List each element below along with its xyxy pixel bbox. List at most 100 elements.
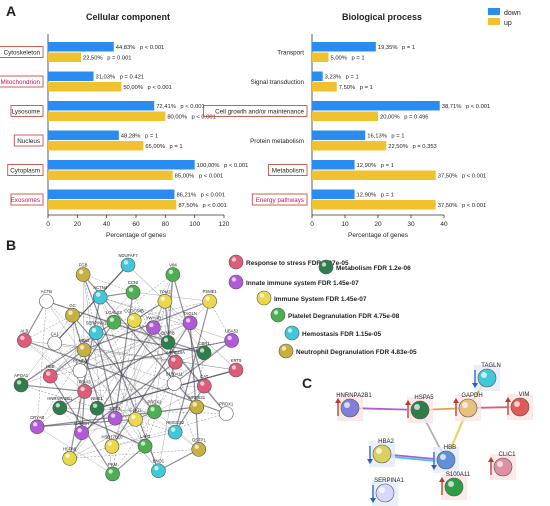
network-b-node-highlight bbox=[222, 408, 227, 414]
network-b-node-highlight bbox=[194, 444, 199, 450]
network-c-gene-label: S100A11 bbox=[446, 472, 471, 478]
network-c-node bbox=[436, 450, 456, 470]
network-b-gene-label: MRPS31 bbox=[188, 395, 205, 400]
p-value-down-1-1: p = 1 bbox=[346, 75, 359, 81]
network-c-gene-label: GAPDH bbox=[461, 393, 482, 399]
x-tick-label-0-0: 0 bbox=[46, 221, 50, 228]
network-b-node-highlight bbox=[131, 414, 136, 420]
x-tick-label-1-4: 40 bbox=[440, 221, 448, 228]
network-b-edge bbox=[69, 446, 113, 459]
network-b-node bbox=[146, 320, 161, 335]
network-b-edge bbox=[49, 375, 114, 475]
term-swatch-highlight-3 bbox=[259, 293, 265, 298]
category-label-0-2: Lysosome bbox=[12, 109, 41, 116]
network-b-node-highlight bbox=[46, 371, 51, 376]
network-b-edge bbox=[24, 340, 85, 392]
network-b-node-highlight bbox=[96, 292, 101, 297]
network-b-gene-label: PRDX1 bbox=[219, 402, 234, 407]
up-arrow-head bbox=[505, 397, 511, 402]
network-b-node-highlight bbox=[55, 403, 61, 408]
bar-value-down-0-5: 86,21% bbox=[176, 193, 196, 199]
network-b-node-highlight bbox=[129, 315, 135, 321]
network-c-node bbox=[410, 400, 430, 420]
network-b-node bbox=[128, 412, 143, 427]
network-b-node bbox=[125, 284, 141, 300]
bar-value-down-0-3: 48,28% bbox=[121, 134, 141, 140]
network-b-node bbox=[147, 404, 162, 419]
bar-up-0-1 bbox=[48, 82, 122, 92]
network-b-node-highlight bbox=[185, 318, 191, 323]
bar-value-up-0-3: 65,00% bbox=[145, 144, 165, 150]
network-b-edge bbox=[127, 264, 237, 371]
category-label-1-4: Metabolism bbox=[272, 168, 304, 175]
network-b-edge bbox=[113, 322, 205, 387]
category-box-0-1 bbox=[0, 75, 44, 88]
network-c-node-highlight bbox=[414, 404, 420, 410]
network-c-node bbox=[493, 457, 513, 477]
p-value-up-0-1: p < 0.001 bbox=[148, 85, 172, 91]
network-c-node-highlight bbox=[376, 448, 382, 454]
category-box-0-4 bbox=[7, 164, 44, 176]
legend-up-label: up bbox=[504, 20, 512, 27]
x-tick-label-1-0: 0 bbox=[310, 221, 314, 228]
network-b-node bbox=[17, 333, 32, 348]
category-box-1-2 bbox=[203, 105, 308, 117]
network-b-gene-label: PRDX2 bbox=[148, 400, 163, 405]
bar-value-down-1-0: 19,35% bbox=[378, 45, 398, 51]
p-value-up-1-2: p = 0.496 bbox=[404, 115, 428, 121]
network-b-node bbox=[47, 335, 63, 351]
network-b-node bbox=[75, 267, 91, 282]
network-c-node bbox=[510, 397, 530, 417]
category-box-1-5 bbox=[251, 193, 308, 206]
network-b-node-highlight bbox=[65, 453, 70, 459]
network-b: KRT9 MRPS31 PRDX2 PRDX1 HMGCS2 CLIC1 GSTP1 LAP3… bbox=[13, 253, 244, 482]
category-box-0-0 bbox=[0, 46, 44, 58]
network-b-edge bbox=[84, 342, 169, 392]
network-b-node bbox=[191, 442, 207, 457]
network-b-gene-label: PKM bbox=[108, 462, 118, 467]
category-box-0-5 bbox=[10, 193, 44, 206]
up-arrow-head bbox=[488, 457, 494, 462]
network-c-node-highlight bbox=[514, 401, 520, 407]
network-b-node-highlight bbox=[20, 335, 25, 341]
bar-value-up-1-2: 20,00% bbox=[380, 115, 400, 121]
network-b-gene-label: HBB bbox=[46, 364, 55, 369]
network-b-edge bbox=[158, 383, 175, 471]
network-b-gene-label: BLVRB bbox=[161, 330, 175, 335]
network-c-gene-label: HNRNPA2B1 bbox=[336, 393, 372, 399]
bar-value-down-1-4: 12,90% bbox=[357, 163, 377, 169]
bar-down-1-4 bbox=[312, 160, 355, 170]
bar-down-0-5 bbox=[48, 189, 175, 199]
network-c: TAGLN HNRNPA2B1 HSPA5 GAPDH VIM HBA2 HBB CLIC1 S… bbox=[335, 363, 533, 506]
network-b-node-highlight bbox=[75, 365, 81, 371]
network-b-node bbox=[196, 345, 212, 361]
network-b-gene-label: HSD17B10 bbox=[101, 434, 123, 439]
network-b-node bbox=[92, 289, 108, 305]
network-b-gene-label: ALB bbox=[20, 328, 28, 333]
down-arrow-head bbox=[472, 383, 478, 388]
bar-value-up-1-3: 22,50% bbox=[388, 144, 408, 150]
term-swatch-4 bbox=[270, 307, 286, 323]
network-b-node bbox=[72, 363, 88, 378]
network-b-node-highlight bbox=[149, 322, 154, 328]
network-b-node-highlight bbox=[200, 381, 205, 386]
network-c-node bbox=[477, 368, 497, 388]
network-b-node bbox=[65, 307, 80, 323]
network-b-node bbox=[165, 267, 181, 282]
network-b-node bbox=[168, 354, 183, 370]
category-label-0-1: Mitochondrion bbox=[0, 79, 40, 86]
network-b-node bbox=[42, 368, 58, 384]
network-b-node bbox=[228, 362, 244, 378]
up-arrow-head bbox=[405, 400, 411, 405]
x-tick-label-0-4: 80 bbox=[162, 221, 170, 228]
p-value-down-1-2: p < 0.001 bbox=[466, 104, 490, 110]
p-value-down-1-3: p = 1 bbox=[391, 134, 404, 140]
network-b-gene-label: S100A11 bbox=[166, 371, 184, 376]
network-b-edge bbox=[79, 322, 191, 371]
network-b-node bbox=[13, 377, 29, 393]
bar-value-up-0-4: 85,00% bbox=[175, 174, 195, 180]
network-b-edge bbox=[111, 322, 191, 447]
network-c-gene-label: HBB bbox=[444, 445, 456, 451]
network-c-gene-label: CLIC1 bbox=[498, 452, 516, 458]
